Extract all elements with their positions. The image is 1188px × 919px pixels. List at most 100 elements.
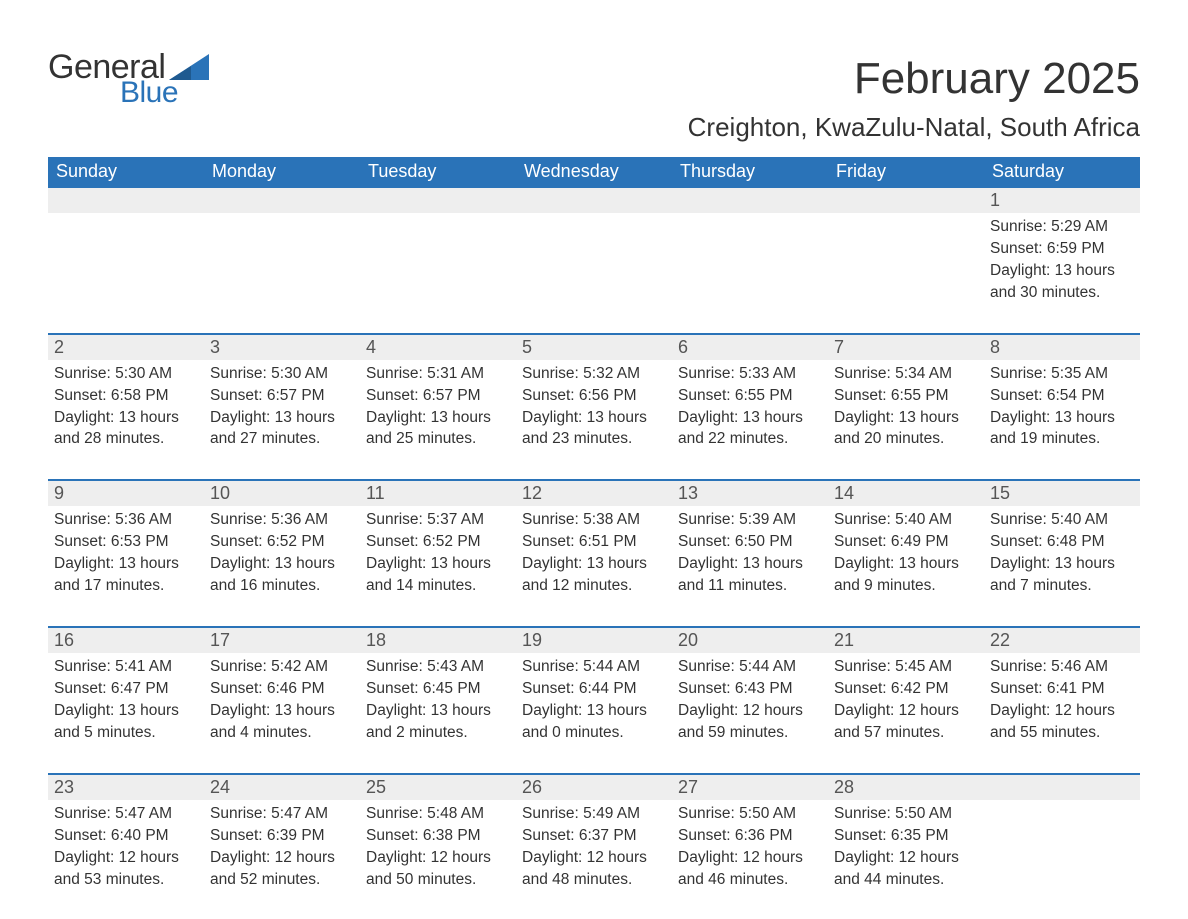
daylight-line: and 52 minutes. (210, 870, 354, 891)
day-number-cell (360, 187, 516, 213)
daylight-line: Daylight: 13 hours (678, 554, 822, 575)
day-content-cell: Sunrise: 5:37 AMSunset: 6:52 PMDaylight:… (360, 506, 516, 627)
daylight-line: and 44 minutes. (834, 870, 978, 891)
sunrise-line: Sunrise: 5:42 AM (210, 657, 354, 678)
day-number-cell: 19 (516, 627, 672, 653)
weekday-header: Monday (204, 157, 360, 187)
day-content-cell: Sunrise: 5:31 AMSunset: 6:57 PMDaylight:… (360, 360, 516, 481)
day-number: 15 (990, 483, 1010, 503)
day-number-cell: 24 (204, 774, 360, 800)
daylight-line: Daylight: 13 hours (834, 408, 978, 429)
day-content-cell (516, 213, 672, 334)
sunrise-line: Sunrise: 5:37 AM (366, 510, 510, 531)
day-number-cell (516, 187, 672, 213)
content-row: Sunrise: 5:41 AMSunset: 6:47 PMDaylight:… (48, 653, 1140, 774)
sunset-line: Sunset: 6:55 PM (678, 386, 822, 407)
sunrise-line: Sunrise: 5:36 AM (210, 510, 354, 531)
daylight-line: Daylight: 13 hours (366, 701, 510, 722)
daynum-row: 232425262728 (48, 774, 1140, 800)
day-content-cell: Sunrise: 5:32 AMSunset: 6:56 PMDaylight:… (516, 360, 672, 481)
day-number-cell: 10 (204, 480, 360, 506)
day-content-cell (672, 213, 828, 334)
day-content-cell: Sunrise: 5:43 AMSunset: 6:45 PMDaylight:… (360, 653, 516, 774)
daylight-line: and 19 minutes. (990, 429, 1134, 450)
day-number-cell: 22 (984, 627, 1140, 653)
daylight-line: and 53 minutes. (54, 870, 198, 891)
day-number-cell (672, 187, 828, 213)
daylight-line: and 25 minutes. (366, 429, 510, 450)
sunrise-line: Sunrise: 5:30 AM (210, 364, 354, 385)
sunrise-line: Sunrise: 5:47 AM (54, 804, 198, 825)
daylight-line: Daylight: 12 hours (210, 848, 354, 869)
day-number-cell: 3 (204, 334, 360, 360)
day-number: 13 (678, 483, 698, 503)
day-content-cell: Sunrise: 5:47 AMSunset: 6:40 PMDaylight:… (48, 800, 204, 919)
daylight-line: Daylight: 13 hours (366, 554, 510, 575)
daylight-line: and 16 minutes. (210, 576, 354, 597)
sunrise-line: Sunrise: 5:38 AM (522, 510, 666, 531)
daylight-line: Daylight: 13 hours (522, 701, 666, 722)
day-number-cell: 6 (672, 334, 828, 360)
day-content-cell: Sunrise: 5:36 AMSunset: 6:52 PMDaylight:… (204, 506, 360, 627)
logo-text-blue: Blue (120, 78, 209, 108)
day-content-cell: Sunrise: 5:41 AMSunset: 6:47 PMDaylight:… (48, 653, 204, 774)
daylight-line: Daylight: 13 hours (834, 554, 978, 575)
daylight-line: Daylight: 12 hours (678, 848, 822, 869)
daylight-line: and 50 minutes. (366, 870, 510, 891)
day-number: 18 (366, 630, 386, 650)
day-content-cell: Sunrise: 5:30 AMSunset: 6:57 PMDaylight:… (204, 360, 360, 481)
day-number: 7 (834, 337, 844, 357)
daylight-line: Daylight: 13 hours (990, 408, 1134, 429)
day-number-cell: 27 (672, 774, 828, 800)
day-content-cell: Sunrise: 5:38 AMSunset: 6:51 PMDaylight:… (516, 506, 672, 627)
day-content-cell (984, 800, 1140, 919)
daylight-line: and 22 minutes. (678, 429, 822, 450)
daylight-line: and 55 minutes. (990, 723, 1134, 744)
sunrise-line: Sunrise: 5:50 AM (834, 804, 978, 825)
day-number: 24 (210, 777, 230, 797)
daylight-line: and 20 minutes. (834, 429, 978, 450)
daylight-line: and 0 minutes. (522, 723, 666, 744)
day-number: 14 (834, 483, 854, 503)
day-number-cell: 5 (516, 334, 672, 360)
day-number: 12 (522, 483, 542, 503)
day-number: 6 (678, 337, 688, 357)
sunset-line: Sunset: 6:54 PM (990, 386, 1134, 407)
day-number-cell: 23 (48, 774, 204, 800)
daylight-line: Daylight: 13 hours (210, 408, 354, 429)
daylight-line: Daylight: 13 hours (522, 554, 666, 575)
daylight-line: and 5 minutes. (54, 723, 198, 744)
sunrise-line: Sunrise: 5:43 AM (366, 657, 510, 678)
sunrise-line: Sunrise: 5:33 AM (678, 364, 822, 385)
sunset-line: Sunset: 6:57 PM (210, 386, 354, 407)
sunrise-line: Sunrise: 5:47 AM (210, 804, 354, 825)
day-number: 16 (54, 630, 74, 650)
weekday-header-row: Sunday Monday Tuesday Wednesday Thursday… (48, 157, 1140, 187)
weekday-header: Tuesday (360, 157, 516, 187)
daylight-line: Daylight: 13 hours (54, 408, 198, 429)
sunrise-line: Sunrise: 5:32 AM (522, 364, 666, 385)
day-number: 19 (522, 630, 542, 650)
daylight-line: and 30 minutes. (990, 283, 1134, 304)
day-content-cell: Sunrise: 5:36 AMSunset: 6:53 PMDaylight:… (48, 506, 204, 627)
daylight-line: and 23 minutes. (522, 429, 666, 450)
day-content-cell: Sunrise: 5:45 AMSunset: 6:42 PMDaylight:… (828, 653, 984, 774)
day-number-cell: 14 (828, 480, 984, 506)
sunset-line: Sunset: 6:57 PM (366, 386, 510, 407)
sunset-line: Sunset: 6:51 PM (522, 532, 666, 553)
day-content-cell: Sunrise: 5:50 AMSunset: 6:35 PMDaylight:… (828, 800, 984, 919)
daylight-line: and 48 minutes. (522, 870, 666, 891)
daylight-line: and 27 minutes. (210, 429, 354, 450)
day-number: 27 (678, 777, 698, 797)
day-number-cell (204, 187, 360, 213)
day-number: 2 (54, 337, 64, 357)
day-number: 8 (990, 337, 1000, 357)
day-content-cell: Sunrise: 5:44 AMSunset: 6:43 PMDaylight:… (672, 653, 828, 774)
sunrise-line: Sunrise: 5:45 AM (834, 657, 978, 678)
daylight-line: Daylight: 12 hours (366, 848, 510, 869)
day-number-cell: 21 (828, 627, 984, 653)
daynum-row: 16171819202122 (48, 627, 1140, 653)
day-number-cell: 9 (48, 480, 204, 506)
sunset-line: Sunset: 6:58 PM (54, 386, 198, 407)
day-number-cell: 2 (48, 334, 204, 360)
